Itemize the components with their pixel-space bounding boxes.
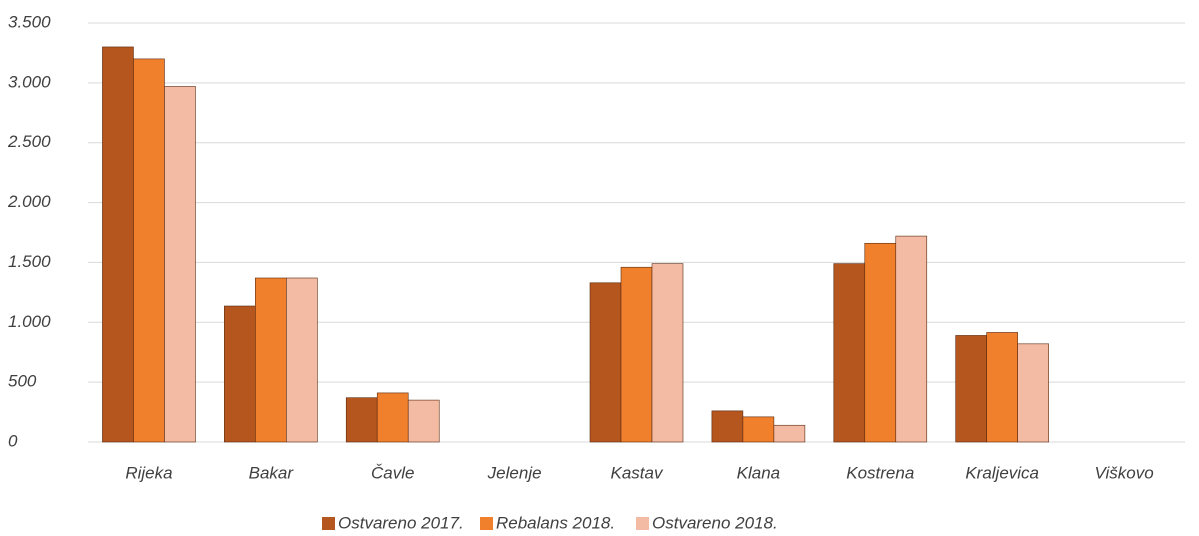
y-tick-label: 1.500 <box>8 252 51 271</box>
bar <box>620 266 653 443</box>
legend-label: Ostvareno 2017. <box>338 513 464 532</box>
bar <box>255 277 287 443</box>
bar <box>651 263 684 443</box>
bar <box>711 410 744 443</box>
y-tick-label: 3.000 <box>8 72 51 91</box>
x-tick-label: Kraljevica <box>965 463 1039 482</box>
x-tick-label: Klana <box>737 463 780 482</box>
bar <box>773 424 806 443</box>
bar <box>895 235 928 443</box>
bar <box>589 282 622 443</box>
bar <box>833 263 866 443</box>
y-tick-label: 1.000 <box>8 312 51 331</box>
legend-swatch <box>480 517 493 530</box>
legend-swatch <box>636 517 649 530</box>
bar <box>955 335 987 443</box>
x-tick-label: Kastav <box>611 463 664 482</box>
bar <box>164 86 196 443</box>
bar <box>345 397 378 443</box>
y-tick-label: 3.500 <box>8 12 51 31</box>
bar <box>1017 343 1049 443</box>
x-tick-label: Rijeka <box>125 463 172 482</box>
bar <box>286 277 318 443</box>
bar <box>376 392 409 443</box>
y-tick-label: 2.500 <box>7 132 51 151</box>
x-tick-label: Kostrena <box>846 463 914 482</box>
x-tick-label: Čavle <box>371 463 414 482</box>
bar <box>742 416 775 443</box>
bar <box>224 305 256 443</box>
y-tick-label: 500 <box>8 372 37 391</box>
bar <box>986 332 1018 443</box>
y-tick-label: 0 <box>8 431 18 450</box>
bar <box>407 399 440 443</box>
x-tick-label: Bakar <box>249 463 295 482</box>
bar <box>133 58 165 443</box>
legend-swatch <box>322 517 335 530</box>
bar <box>102 46 134 443</box>
y-tick-label: 2.000 <box>7 192 51 211</box>
legend-label: Rebalans 2018. <box>496 513 615 532</box>
x-tick-label: Jelenje <box>487 463 542 482</box>
legend-label: Ostvareno 2018. <box>652 513 778 532</box>
bar <box>864 242 897 443</box>
x-tick-label: Viškovo <box>1094 463 1153 482</box>
